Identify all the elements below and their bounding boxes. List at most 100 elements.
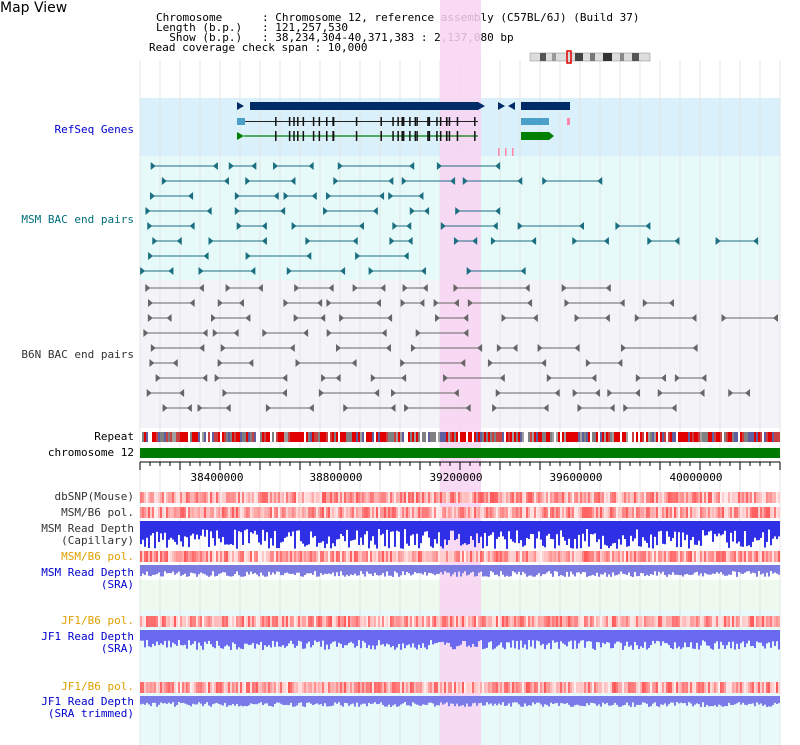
- msm-depth-sra-bar: [536, 565, 538, 575]
- msm-depth-cap-bar: [150, 521, 152, 536]
- jf1-b6-pol2-cell: [574, 682, 576, 693]
- track-label-refseq[interactable]: RefSeq Genes: [54, 123, 134, 136]
- jf1-depth-trim-bar: [454, 696, 456, 707]
- track-label-b6n-bac[interactable]: B6N BAC end pairs: [21, 348, 134, 361]
- msm-depth-cap-bar: [258, 521, 260, 543]
- jf1-b6-pol-cell: [610, 616, 612, 627]
- jf1-depth-sra-bar: [318, 630, 320, 642]
- dbsnp-cell: [168, 492, 170, 503]
- msm-b6-pol2-cell: [548, 551, 550, 562]
- jf1-depth-sra-bar: [706, 630, 708, 646]
- jf1-b6-pol2-cell: [742, 682, 744, 693]
- repeat-segment: [428, 432, 430, 442]
- track-label-dbsnp[interactable]: dbSNP(Mouse): [54, 490, 134, 503]
- track-label-repeat[interactable]: Repeat: [94, 430, 134, 443]
- msm-bac-end: [152, 237, 158, 245]
- jf1-b6-pol-cell: [352, 616, 354, 627]
- msm-depth-cap-bar: [194, 521, 196, 540]
- repeat-segment: [356, 432, 358, 442]
- jf1-depth-trim-bar: [270, 696, 272, 707]
- msm-b6-pol-cell: [408, 507, 410, 518]
- msm-b6-pol-cell: [668, 507, 670, 518]
- msm-b6-pol2-cell: [238, 551, 240, 562]
- msm-b6-pol2-cell: [196, 551, 198, 562]
- msm-depth-sra-bar: [596, 565, 598, 573]
- dbsnp-cell: [386, 492, 388, 503]
- track-label-msm-depth-cap-1[interactable]: MSM Read Depth: [41, 522, 134, 535]
- msm-depth-sra-bar: [494, 565, 496, 575]
- jf1-depth-trim-bar: [178, 696, 180, 703]
- msm-depth-cap-bar: [306, 521, 308, 546]
- track-label-jf1-depth-trim-1[interactable]: JF1 Read Depth: [41, 695, 134, 708]
- msm-depth-cap-bar: [398, 521, 400, 532]
- repeat-segment: [506, 432, 508, 442]
- refseq-exon-tick: [414, 131, 417, 141]
- jf1-depth-sra-bar: [388, 630, 390, 645]
- track-label-jf1-depth-sra-1[interactable]: JF1 Read Depth: [41, 630, 134, 643]
- jf1-depth-trim-bar: [430, 696, 432, 703]
- track-label-msm-depth-sra-1[interactable]: MSM Read Depth: [41, 566, 134, 579]
- jf1-depth-trim-bar: [514, 696, 516, 703]
- refseq-exon-tick: [445, 117, 448, 126]
- jf1-depth-sra-bar: [582, 630, 584, 641]
- dbsnp-cell: [484, 492, 486, 503]
- jf1-b6-pol-cell: [370, 616, 372, 627]
- dbsnp-cell: [304, 492, 306, 503]
- track-label-msm-b6-pol-1[interactable]: MSM/B6 pol.: [61, 506, 134, 519]
- b6n-bac-end: [745, 389, 751, 397]
- jf1-depth-trim-bar: [686, 696, 688, 706]
- b6n-bac-end: [262, 329, 268, 337]
- msm-depth-cap-bar: [460, 521, 462, 546]
- msm-depth-sra-bar: [182, 565, 184, 575]
- msm-b6-pol2-cell: [552, 551, 554, 562]
- jf1-b6-pol-cell: [220, 616, 222, 627]
- msm-depth-cap-bar: [294, 521, 296, 549]
- jf1-depth-sra-bar: [552, 630, 554, 641]
- msm-b6-pol2-cell: [458, 551, 460, 562]
- msm-depth-sra-bar: [216, 565, 218, 576]
- jf1-depth-sra-bar: [738, 630, 740, 649]
- msm-depth-sra-bar: [740, 565, 742, 574]
- jf1-depth-trim-bar: [206, 696, 208, 703]
- jf1-depth-trim-bar: [650, 696, 652, 707]
- msm-depth-sra-bar: [700, 565, 702, 574]
- jf1-b6-pol2-cell: [302, 682, 304, 693]
- jf1-b6-pol-cell: [534, 616, 536, 627]
- msm-b6-pol-cell: [696, 507, 698, 518]
- dbsnp-cell: [310, 492, 312, 503]
- msm-b6-pol2-cell: [296, 551, 298, 562]
- msm-depth-cap-bar: [462, 521, 464, 545]
- msm-b6-pol-cell: [384, 507, 386, 518]
- b6n-bac-end: [320, 314, 326, 322]
- msm-bac-end: [280, 207, 286, 215]
- jf1-depth-trim-bar: [378, 696, 380, 705]
- jf1-b6-pol2-cell: [704, 682, 706, 693]
- repeat-segment: [438, 432, 440, 442]
- repeat-segment: [668, 432, 670, 442]
- repeat-segment: [630, 432, 632, 442]
- track-label-jf1-b6-pol-2[interactable]: JF1/B6 pol.: [61, 680, 134, 693]
- jf1-depth-trim-bar: [752, 696, 754, 704]
- dbsnp-cell: [270, 492, 272, 503]
- msm-bac-end: [355, 252, 361, 260]
- msm-depth-cap-bar: [290, 521, 292, 537]
- msm-depth-sra-bar: [764, 565, 766, 577]
- track-label-msm-bac[interactable]: MSM BAC end pairs: [21, 213, 134, 226]
- msm-depth-cap-bar: [654, 521, 656, 537]
- track-label-chromosome[interactable]: chromosome 12: [47, 446, 134, 459]
- track-label-msm-b6-pol-2[interactable]: MSM/B6 pol.: [61, 550, 134, 563]
- msm-b6-pol2-cell: [680, 551, 682, 562]
- jf1-depth-sra-bar: [746, 630, 748, 644]
- dbsnp-cell: [296, 492, 298, 503]
- msm-bac-end: [261, 222, 267, 230]
- msm-b6-pol2-cell: [604, 551, 606, 562]
- track-label-jf1-b6-pol-1[interactable]: JF1/B6 pol.: [61, 614, 134, 627]
- msm-b6-pol-cell: [506, 507, 508, 518]
- msm-depth-sra-bar: [618, 565, 620, 575]
- jf1-b6-pol-cell: [472, 616, 474, 627]
- msm-depth-sra-bar: [590, 565, 592, 576]
- msm-b6-pol-cell: [262, 507, 264, 518]
- repeat-segment: [480, 432, 482, 442]
- msm-b6-pol2-cell: [342, 551, 344, 562]
